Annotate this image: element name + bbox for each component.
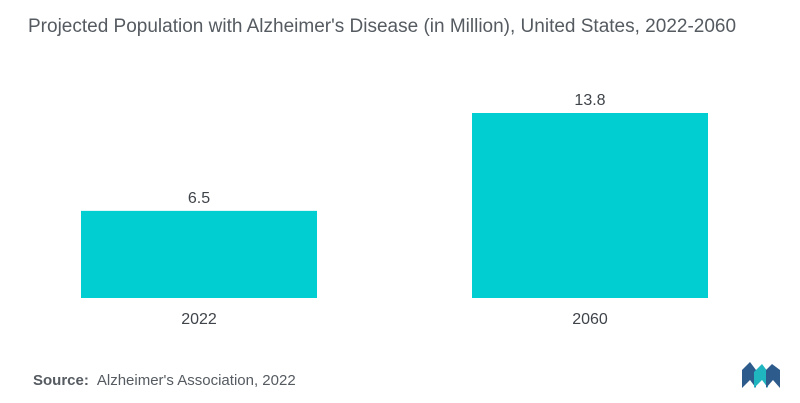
bar-2022: [81, 210, 317, 298]
data-label-2060: 13.8: [574, 92, 605, 109]
bar-2060: [472, 113, 708, 298]
x-tick-label-2060: 2060: [572, 311, 608, 328]
source-note: Source: Alzheimer's Association, 2022: [33, 372, 296, 389]
source-text: Alzheimer's Association, 2022: [96, 372, 296, 389]
data-label-2022: 6.5: [188, 190, 210, 207]
x-tick-label-2022: 2022: [181, 311, 217, 328]
brand-logo-icon: [742, 362, 780, 388]
source-label: Source:: [33, 372, 89, 389]
chart-title: Projected Population with Alzheimer's Di…: [28, 16, 737, 37]
